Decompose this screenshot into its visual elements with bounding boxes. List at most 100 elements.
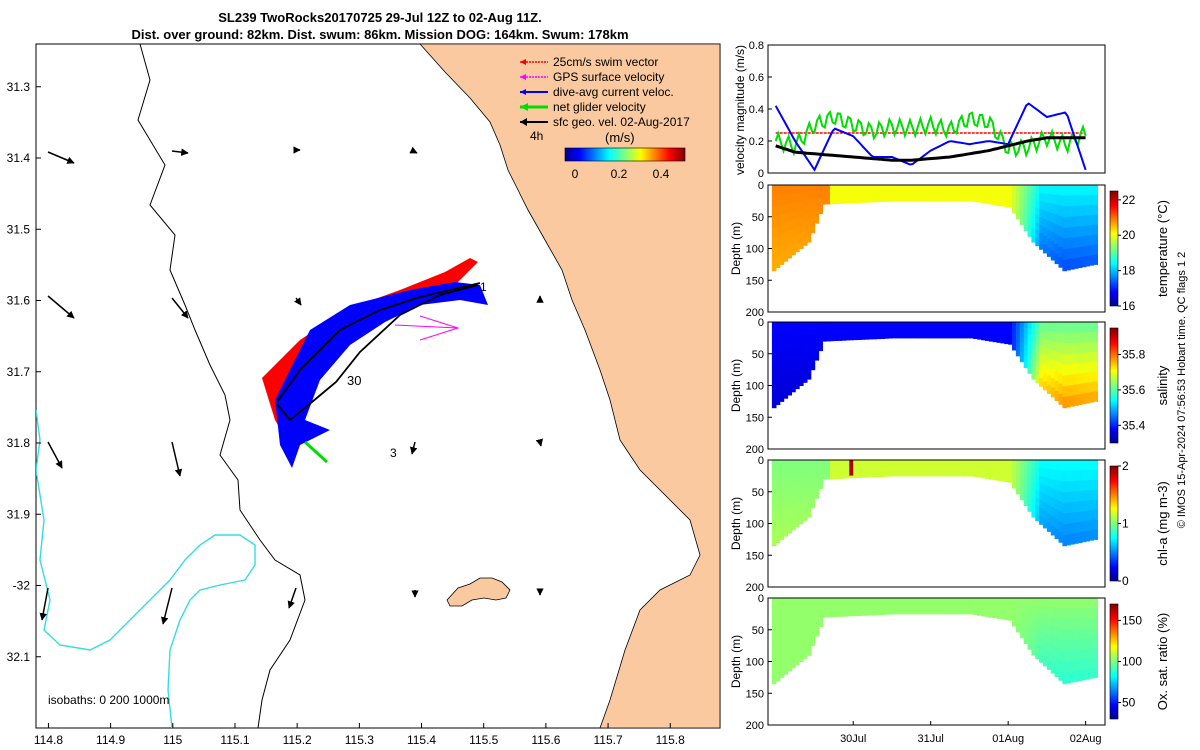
section-cell [1050, 340, 1056, 351]
section-cell [1046, 238, 1052, 248]
section-cell [1054, 617, 1060, 628]
section-cell [973, 336, 978, 339]
section-cell [1035, 636, 1040, 645]
section-ytick-label: 150 [746, 688, 764, 700]
section-cell [826, 324, 831, 328]
section-cell [961, 191, 967, 194]
section-cell [1027, 354, 1033, 361]
section-cell [876, 193, 882, 196]
section-cell [1035, 651, 1040, 660]
section-cell [888, 330, 893, 333]
section-cell [984, 322, 990, 325]
section-cell [1023, 488, 1029, 495]
section-cell [1008, 465, 1013, 469]
section-cell [799, 353, 804, 363]
section-cell [988, 194, 994, 198]
section-cell [895, 602, 901, 605]
section-cell [1004, 465, 1009, 469]
section-cell [957, 604, 963, 607]
section-cell [802, 475, 808, 484]
section-cell [899, 607, 905, 611]
section-cell [783, 185, 789, 195]
section-cell [876, 332, 882, 335]
section-cell [876, 468, 882, 471]
section-cell [899, 198, 905, 202]
section-cell [1012, 199, 1017, 203]
section-cell [880, 187, 885, 190]
section-cell [1019, 214, 1025, 221]
section-cell [938, 467, 943, 471]
section-cell [892, 326, 897, 329]
section-cell [872, 322, 878, 325]
section-cell [795, 201, 800, 211]
section-cell [833, 609, 839, 613]
section-cell [1093, 499, 1098, 511]
section-cell [892, 324, 897, 327]
section-cell [903, 464, 909, 467]
section-cell [1027, 466, 1033, 474]
section-cell [1012, 484, 1017, 489]
section-cell [783, 213, 789, 224]
section-cell [779, 341, 785, 353]
section-cell [930, 462, 936, 465]
section-cell [837, 198, 843, 202]
section-cell [1093, 598, 1098, 609]
section-cell [911, 333, 916, 337]
section-cell [1015, 334, 1021, 340]
section-cell [946, 466, 951, 469]
section-cell [1004, 324, 1009, 328]
section-cell [1046, 211, 1052, 222]
section-cell [1019, 612, 1025, 619]
section-cell [946, 611, 951, 615]
current-vector-swath [275, 282, 488, 468]
section-cell [988, 199, 994, 203]
section-cell [880, 608, 885, 611]
section-cell [1070, 640, 1075, 652]
section-cell [799, 645, 804, 654]
section-cell [888, 610, 893, 613]
section-cell [1046, 486, 1052, 497]
section-cell [915, 191, 920, 194]
section-cell [1004, 470, 1009, 474]
section-cell [795, 363, 800, 373]
section-cell [880, 324, 885, 327]
section-cell [1066, 322, 1071, 334]
section-cell [791, 512, 796, 522]
section-cell [926, 324, 932, 327]
section-cell [868, 606, 874, 610]
section-cell [771, 460, 777, 472]
section-cell [957, 333, 963, 337]
section-cell [996, 603, 1002, 607]
section-cell [1015, 610, 1021, 616]
section-cell [818, 185, 823, 190]
section-cell [919, 187, 924, 190]
section-cell [1035, 513, 1040, 522]
section-cell [841, 324, 847, 328]
section-cell [965, 191, 971, 194]
section-cell [919, 196, 924, 200]
section-cell [899, 460, 905, 463]
section-cell [903, 469, 909, 473]
section-cell [977, 334, 982, 338]
section-cell [1046, 357, 1052, 368]
section-cell [861, 328, 866, 332]
section-cell [1023, 471, 1029, 478]
section-cell [919, 460, 924, 463]
section-cell [822, 338, 827, 342]
section-cell [1043, 218, 1048, 228]
section-cell [1004, 327, 1009, 331]
section-cell [1062, 460, 1067, 472]
section-cell [907, 464, 912, 467]
geo-velocity-arrow [47, 151, 75, 164]
section-cell [845, 613, 851, 617]
section-cell [950, 600, 955, 603]
section-cell [845, 464, 851, 468]
section-cell [771, 397, 777, 409]
section-cell [950, 333, 955, 337]
section-cell [892, 604, 897, 607]
section-cell [984, 473, 990, 477]
section-cell [919, 194, 924, 198]
section-cell [907, 331, 912, 335]
rottnest-island [446, 577, 511, 607]
section-cell [795, 380, 800, 390]
